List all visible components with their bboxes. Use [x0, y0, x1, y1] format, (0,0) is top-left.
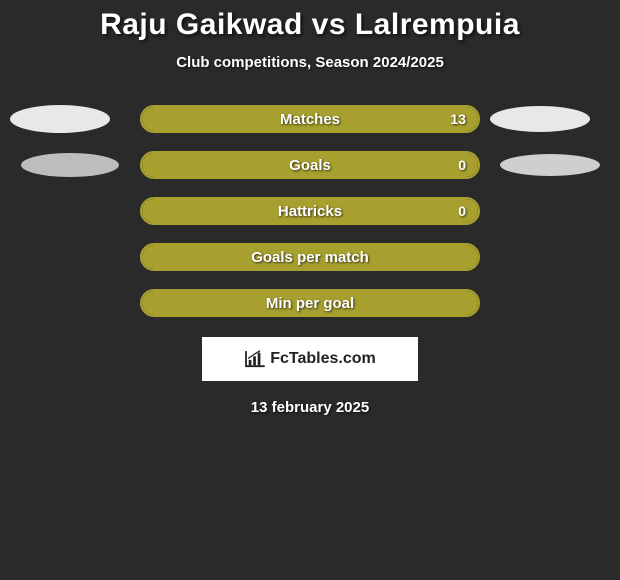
stat-value: 13 [450, 111, 466, 127]
stat-bar: Matches 13 [140, 105, 480, 133]
page-title: Raju Gaikwad vs Lalrempuia [100, 8, 520, 42]
stat-bar: Hattricks 0 [140, 197, 480, 225]
stat-row: Min per goal [0, 289, 620, 317]
stat-row: Matches 13 [0, 105, 620, 133]
stat-row: Hattricks 0 [0, 197, 620, 225]
stat-value: 0 [458, 157, 466, 173]
page-subtitle: Club competitions, Season 2024/2025 [176, 54, 444, 71]
stat-label: Min per goal [266, 295, 354, 312]
stat-label: Goals per match [251, 249, 369, 266]
stat-label: Goals [289, 157, 331, 174]
decor-ellipse [500, 154, 600, 176]
decor-ellipse [21, 153, 119, 177]
stat-row: Goals per match [0, 243, 620, 271]
brand-text: FcTables.com [270, 350, 376, 368]
stat-rows: Matches 13 Goals 0 Hattricks 0 Goals per match… [0, 105, 620, 317]
stat-label: Matches [280, 111, 340, 128]
date-label: 13 february 2025 [251, 399, 369, 416]
brand-badge[interactable]: FcTables.com [202, 337, 418, 381]
stat-value: 0 [458, 203, 466, 219]
stat-label: Hattricks [278, 203, 342, 220]
stat-bar: Goals 0 [140, 151, 480, 179]
stat-bar: Min per goal [140, 289, 480, 317]
stat-bar: Goals per match [140, 243, 480, 271]
comparison-card: Raju Gaikwad vs Lalrempuia Club competit… [0, 0, 620, 416]
stat-row: Goals 0 [0, 151, 620, 179]
decor-ellipse [10, 105, 110, 133]
decor-ellipse [490, 106, 590, 132]
bar-chart-icon [244, 350, 266, 368]
